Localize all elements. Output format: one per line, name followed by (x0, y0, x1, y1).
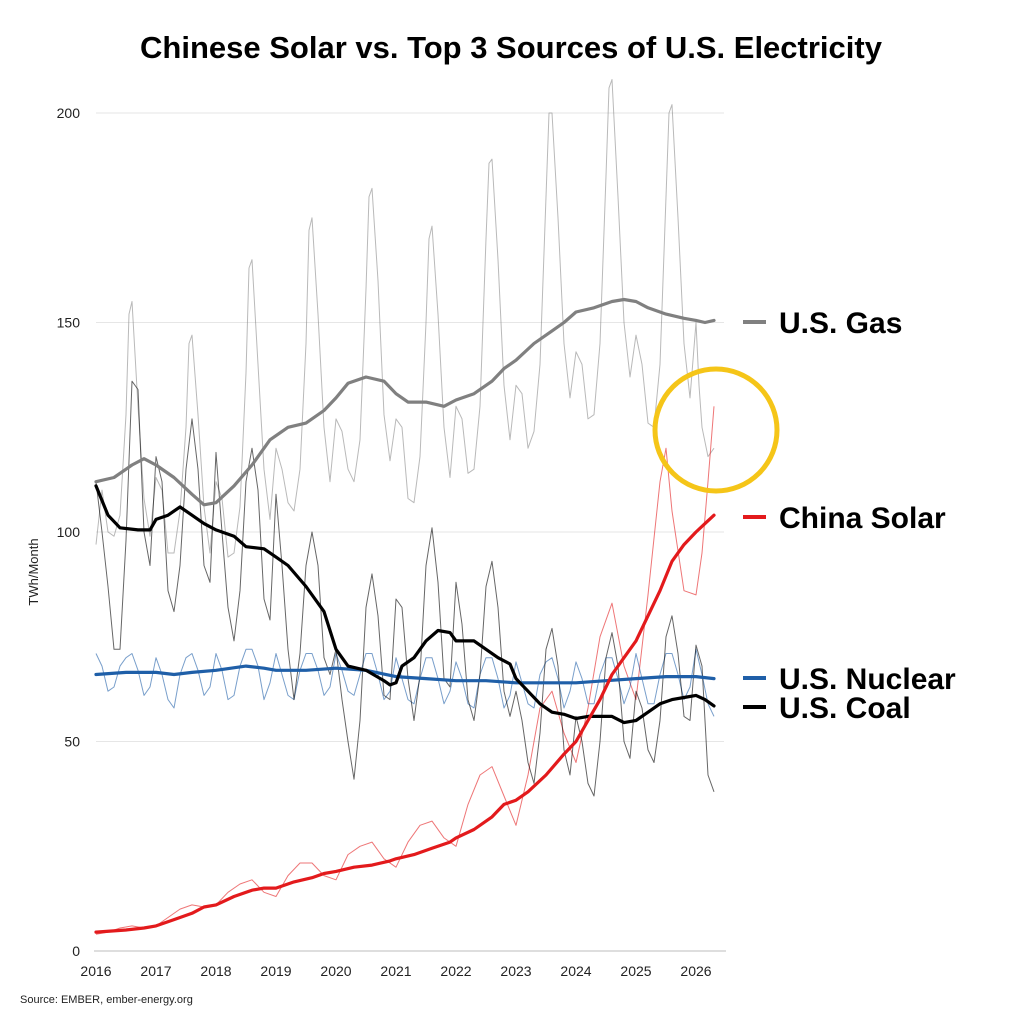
x-tick-label: 2021 (380, 963, 411, 979)
u-s-coal-monthly-line (95, 380, 715, 797)
u-s-gas-monthly-line (95, 79, 715, 558)
x-axis-ticks: 2016 2017 2018 2019 2020 2021 2022 2023 2024 2025… (80, 963, 711, 979)
u-s-coal-legend-label: U.S. Coal (779, 692, 911, 725)
y-tick-label: 50 (64, 734, 80, 750)
y-tick-label: 200 (57, 105, 81, 121)
x-tick-label: 2018 (200, 963, 231, 979)
monthly-series-lines (95, 79, 715, 935)
x-tick-label: 2025 (620, 963, 651, 979)
u-s-coal-trend-line (94, 484, 716, 725)
x-tick-label: 2019 (260, 963, 291, 979)
chart-title: Chinese Solar vs. Top 3 Sources of U.S. … (140, 30, 882, 65)
u-s-gas-legend-label: U.S. Gas (779, 307, 902, 340)
x-tick-label: 2016 (80, 963, 111, 979)
china-solar-trend-line (94, 513, 716, 934)
china-solar-monthly-line (95, 406, 715, 935)
x-tick-label: 2020 (320, 963, 351, 979)
gridlines (96, 112, 724, 742)
china-solar-legend-label: China Solar (779, 502, 946, 535)
x-tick-label: 2017 (140, 963, 171, 979)
source-note: Source: EMBER, ember-energy.org (20, 994, 193, 1006)
x-tick-label: 2026 (680, 963, 711, 979)
u-s-nuclear-monthly-line (95, 648, 715, 717)
y-axis-ticks: 0 50 100 150 200 (57, 105, 81, 959)
x-tick-label: 2022 (440, 963, 471, 979)
highlight-circle (652, 366, 780, 494)
x-tick-label: 2023 (500, 963, 531, 979)
y-tick-label: 150 (57, 315, 81, 331)
u-s-nuclear-trend-line (94, 664, 716, 685)
x-tick-label: 2024 (560, 963, 591, 979)
y-tick-label: 0 (72, 943, 80, 959)
y-axis-label: TWh/Month (26, 538, 41, 605)
trend-series-lines (94, 297, 716, 934)
u-s-gas-trend-line (94, 297, 716, 507)
y-tick-label: 100 (57, 524, 81, 540)
u-s-nuclear-legend-label: U.S. Nuclear (779, 663, 956, 696)
